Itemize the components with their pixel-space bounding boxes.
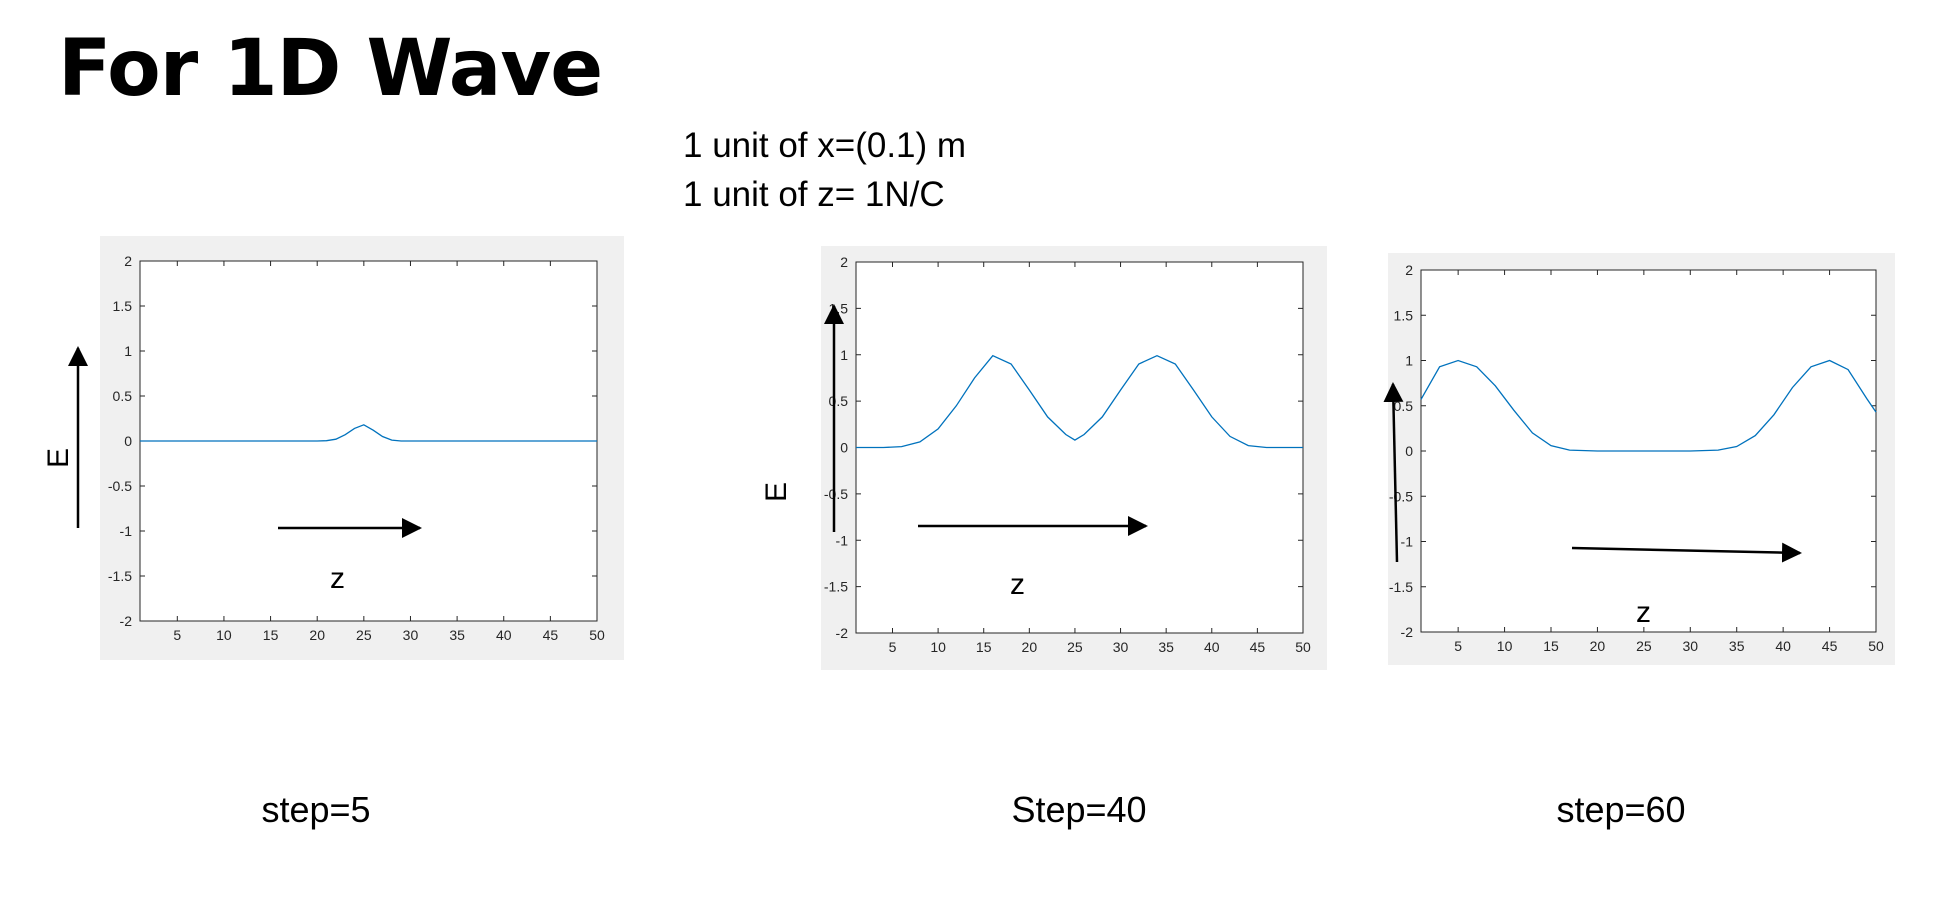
x-tick-label: 35 [449, 627, 465, 643]
series-line [856, 354, 1303, 449]
y-tick-label: -1.5 [108, 568, 132, 584]
y-tick-label: 1.5 [829, 300, 849, 316]
x-tick-label: 35 [1158, 639, 1174, 655]
x-tick-label: 40 [1775, 638, 1791, 654]
y-tick-label: -1.5 [1389, 579, 1413, 595]
unit-note-x: 1 unit of x=(0.1) m [683, 126, 967, 165]
x-tick-label: 10 [216, 627, 232, 643]
y-tick-label: -2 [1401, 624, 1414, 640]
x-tick-label: 40 [496, 627, 512, 643]
y-tick-label: -1 [1401, 534, 1414, 550]
y-tick-label: 1 [124, 343, 132, 359]
x-tick-label: 15 [976, 639, 992, 655]
x-tick-label: 35 [1729, 638, 1745, 654]
y-tick-label: -2 [836, 625, 849, 641]
x-tick-label: 20 [1022, 639, 1038, 655]
chart-svg: 5 10 15 20 25 30 35 40 45 50 -2 -1.5 -1 -0.5 0 0.5 1 1.5 2 [824, 254, 1311, 655]
series-line [1420, 359, 1877, 452]
x-tick-label: 45 [1250, 639, 1266, 655]
y-tick-label: -2 [120, 613, 133, 629]
x-tick-label: 50 [1295, 639, 1311, 655]
y-tick-label: 1 [840, 347, 848, 363]
y-tick-label: 0 [124, 433, 132, 449]
x-tick-label: 15 [1543, 638, 1559, 654]
x-tick-label: 25 [1636, 638, 1652, 654]
y-tick-label: 1.5 [113, 298, 133, 314]
y-tick-label: 0.5 [1394, 398, 1414, 414]
x-tick-label: 25 [356, 627, 372, 643]
y-tick-label: 2 [124, 253, 132, 269]
x-tick-label: 50 [589, 627, 605, 643]
series-line [140, 424, 597, 442]
y-tick-label: -0.5 [108, 478, 132, 494]
x-tick-label: 30 [403, 627, 419, 643]
x-tick-label: 10 [1497, 638, 1513, 654]
caption-step-40: Step=40 [1011, 789, 1147, 830]
x-tick-label: 10 [930, 639, 946, 655]
y-tick-label: -1.5 [824, 579, 848, 595]
wave-plot-step-5: 5 10 15 20 25 30 35 40 45 50 -2 -1.5 -1 -0.5 0 0.5 1 1.5 2 [100, 236, 624, 660]
y-tick-label: 1.5 [1394, 307, 1414, 323]
e-annotation: E [760, 482, 793, 502]
e-annotation: E [42, 448, 75, 468]
y-tick-label: 1 [1405, 353, 1413, 369]
x-tick-label: 45 [1822, 638, 1838, 654]
x-tick-label: 45 [543, 627, 559, 643]
x-tick-label: 15 [263, 627, 279, 643]
slide-title: For 1D Wave [58, 24, 603, 114]
x-tick-label: 20 [309, 627, 325, 643]
y-tick-label: -0.5 [824, 486, 848, 502]
y-tick-label: -1 [836, 532, 849, 548]
y-tick-label: -0.5 [1389, 488, 1413, 504]
y-tick-label: 0 [1405, 443, 1413, 459]
y-tick-label: 0 [840, 440, 848, 456]
wave-plot-step-40: 5 10 15 20 25 30 35 40 45 50 -2 -1.5 -1 -0.5 0 0.5 1 1.5 2 [821, 246, 1327, 670]
y-tick-label: 2 [840, 254, 848, 270]
unit-note-z: 1 unit of z= 1N/C [683, 175, 945, 214]
x-tick-label: 25 [1067, 639, 1083, 655]
plot-area [855, 261, 1304, 634]
caption-step-60: step=60 [1556, 789, 1686, 830]
x-tick-label: 50 [1868, 638, 1884, 654]
x-tick-label: 40 [1204, 639, 1220, 655]
y-tick-label: 0.5 [829, 393, 849, 409]
chart-svg: 5 10 15 20 25 30 35 40 45 50 -2 -1.5 -1 -0.5 0 0.5 1 1.5 2 [108, 253, 605, 643]
x-tick-label: 5 [1454, 638, 1462, 654]
x-tick-label: 5 [173, 627, 181, 643]
wave-plot-step-60: 5 10 15 20 25 30 35 40 45 50 -2 -1.5 -1 -0.5 0 0.5 1 1.5 2 [1388, 253, 1895, 665]
x-tick-label: 5 [889, 639, 897, 655]
x-tick-label: 30 [1682, 638, 1698, 654]
y-tick-label: 2 [1405, 262, 1413, 278]
chart-svg: 5 10 15 20 25 30 35 40 45 50 -2 -1.5 -1 -0.5 0 0.5 1 1.5 2 [1389, 262, 1884, 654]
x-tick-label: 30 [1113, 639, 1129, 655]
x-tick-label: 20 [1590, 638, 1606, 654]
caption-step-5: step=5 [261, 789, 371, 830]
y-tick-label: -1 [120, 523, 133, 539]
y-tick-label: 0.5 [113, 388, 133, 404]
